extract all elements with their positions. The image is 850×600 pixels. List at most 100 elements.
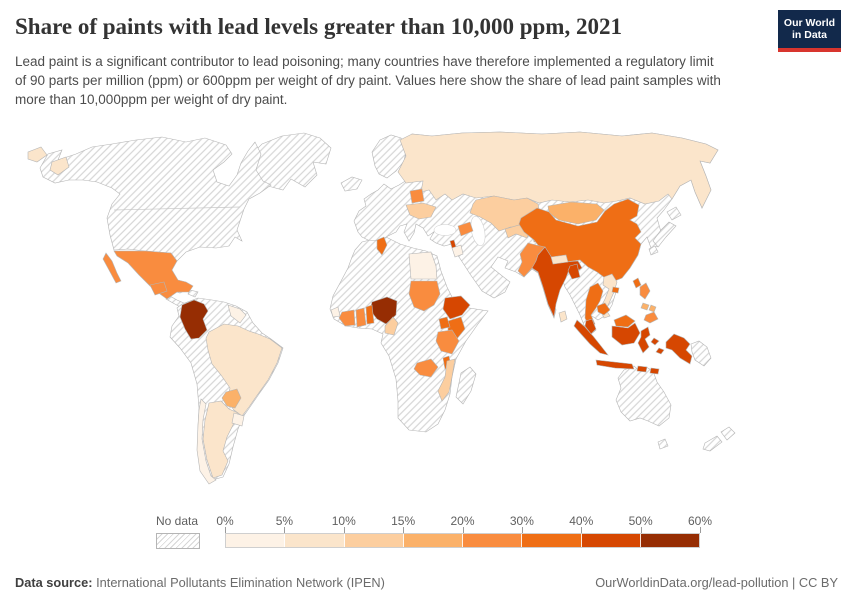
page-title: Share of paints with lead levels greater…: [15, 14, 622, 39]
license-link[interactable]: OurWorldinData.org/lead-pollution | CC B…: [595, 575, 838, 590]
legend-ticks: [225, 527, 701, 533]
country-tasmania: [657, 438, 669, 450]
us-canada-border: [113, 206, 241, 211]
legend-color-scale[interactable]: [225, 533, 700, 548]
country-thailand: [584, 282, 604, 329]
legend-tick-label: 20%: [450, 514, 475, 528]
legend-tick-label: 5%: [275, 514, 294, 528]
caspian-sea: [470, 216, 486, 246]
country-colombia: [179, 299, 209, 340]
country-iceland: [340, 176, 363, 192]
country-australia: [615, 365, 672, 427]
country-philippines-mindanao: [643, 311, 659, 324]
legend-no-data-label: No data: [155, 514, 199, 528]
black-sea: [433, 224, 457, 236]
country-hainan: [611, 286, 620, 294]
legend-tick-label: 50%: [628, 514, 653, 528]
country-sierra-leone: [330, 306, 341, 318]
country-chile: [196, 398, 217, 485]
country-madagascar: [455, 366, 477, 405]
country-cambodia: [596, 302, 611, 316]
country-japan-hokkaido: [666, 206, 682, 221]
country-indonesia-maluku-2: [655, 347, 665, 355]
country-sri-lanka: [558, 310, 568, 323]
country-indonesia-sumatra: [573, 319, 609, 356]
country-indonesia-java: [595, 359, 635, 370]
legend-bin-swatch[interactable]: [522, 534, 582, 547]
country-brazil: [205, 323, 283, 417]
country-indonesia-sulawesi: [637, 326, 651, 354]
country-sudan: [408, 280, 441, 312]
country-indonesia-sunda-2: [649, 367, 660, 375]
legend-tick-labels: 0% 5% 10% 15% 20% 30% 40% 50% 60%: [216, 514, 712, 528]
country-russia-chukotka: [27, 146, 70, 176]
country-guyanas: [227, 304, 247, 324]
country-argentina: [202, 400, 239, 479]
country-nepal: [550, 254, 569, 265]
country-japan-honshu: [652, 221, 677, 248]
country-cameroon: [384, 316, 399, 336]
legend-bin-swatch[interactable]: [285, 534, 345, 547]
country-new-zealand-north: [720, 426, 736, 441]
legend-tick-label: 60%: [687, 514, 713, 528]
country-zambia: [413, 358, 439, 378]
country-indonesia-maluku-1: [650, 337, 660, 346]
legend-bin-swatch[interactable]: [403, 534, 463, 547]
country-philippines-visayas-1: [640, 302, 650, 311]
country-paraguay: [221, 388, 242, 409]
country-indonesia-papua: [665, 333, 693, 365]
country-belarus: [409, 188, 425, 204]
data-source-text: Data source: International Pollutants El…: [15, 575, 385, 590]
data-countries[interactable]: [27, 131, 719, 485]
legend-bin-swatch[interactable]: [463, 534, 523, 547]
country-mozambique: [437, 358, 456, 402]
world-choropleth-map[interactable]: [0, 120, 850, 505]
africa-base: [329, 236, 489, 433]
legend-no-data-swatch[interactable]: [156, 533, 200, 549]
country-ghana: [355, 307, 367, 328]
legend-bin-swatch[interactable]: [226, 534, 286, 547]
country-bangladesh: [567, 263, 581, 280]
country-egypt: [408, 251, 438, 280]
legend-tick-label: 30%: [509, 514, 534, 528]
owid-logo-text: Our World in Data: [783, 16, 836, 41]
country-ethiopia: [442, 295, 471, 320]
country-guatemala: [149, 281, 168, 296]
country-philippines-luzon: [639, 282, 651, 300]
country-malaysia-borneo: [613, 314, 636, 328]
legend-tick-label: 0%: [216, 514, 234, 528]
country-japan-kyushu: [648, 245, 659, 256]
country-caucasus: [457, 221, 474, 237]
legend-bin-swatch[interactable]: [344, 534, 404, 547]
country-cote-divoire: [338, 309, 356, 327]
country-tunisia: [376, 236, 388, 256]
country-tanzania: [435, 329, 460, 355]
legend-tick-label: 10%: [331, 514, 356, 528]
country-jordan: [451, 244, 464, 258]
country-papua-new-guinea: [690, 340, 712, 367]
legend-bin-swatch[interactable]: [581, 534, 641, 547]
country-new-zealand-south: [702, 435, 723, 452]
legend-bin-swatch[interactable]: [640, 534, 699, 547]
country-uganda: [438, 316, 451, 330]
country-mexico: [113, 250, 194, 300]
country-ukraine: [405, 202, 437, 220]
chart-subtitle: Lead paint is a significant contributor …: [15, 54, 721, 108]
country-mongolia: [547, 201, 605, 225]
legend-tick-label: 40%: [569, 514, 594, 528]
country-greenland: [246, 132, 332, 191]
country-mexico-baja: [102, 252, 122, 284]
north-america: [39, 136, 272, 262]
map-svg[interactable]: [0, 120, 850, 505]
country-russia: [397, 131, 719, 209]
legend-tick-label: 15%: [391, 514, 416, 528]
country-indonesia-sunda-1: [636, 365, 648, 373]
country-uruguay: [231, 412, 245, 427]
country-taiwan: [632, 277, 642, 289]
country-philippines-visayas-2: [648, 304, 657, 313]
country-togo-benin: [365, 304, 375, 325]
country-hispaniola: [187, 289, 199, 298]
country-malaysia-peninsular: [584, 318, 597, 335]
owid-logo: Our World in Data: [778, 10, 841, 52]
country-indonesia-kalimantan: [611, 322, 641, 346]
